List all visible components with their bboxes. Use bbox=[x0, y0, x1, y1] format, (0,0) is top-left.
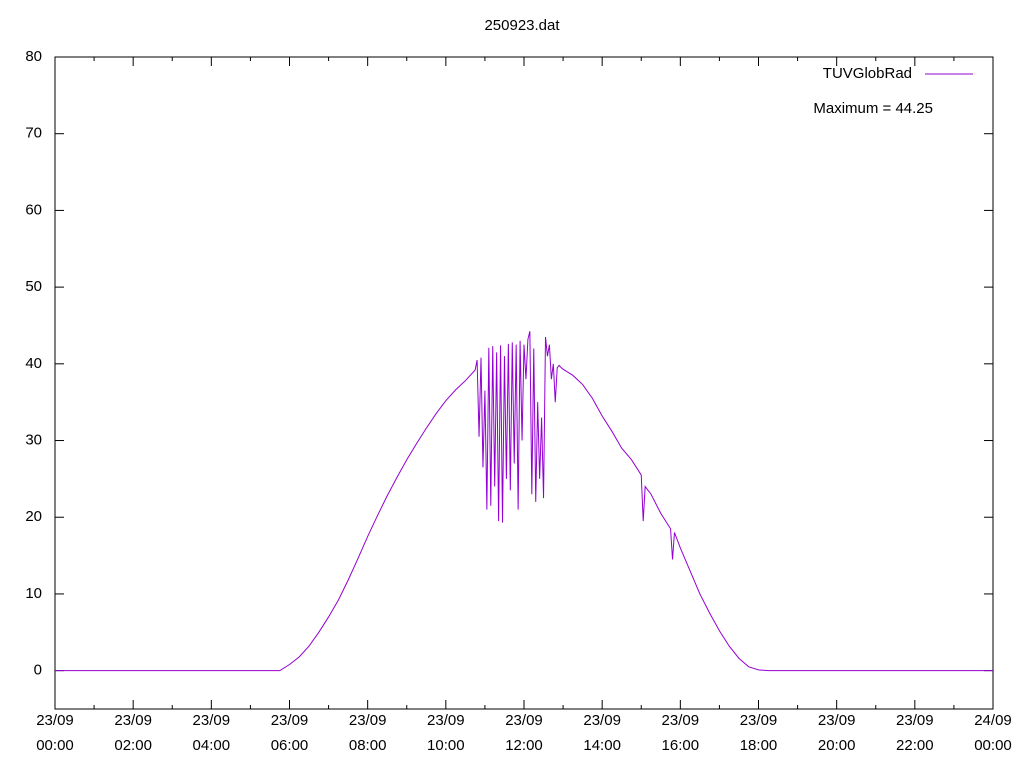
y-tick-label: 10 bbox=[25, 585, 42, 602]
y-tick-label: 70 bbox=[25, 125, 42, 142]
y-tick-label: 80 bbox=[25, 48, 42, 65]
x-tick-label: 23/09 14:00 bbox=[583, 712, 621, 754]
x-tick-label: 23/09 12:00 bbox=[505, 712, 543, 754]
x-tick-label: 23/09 04:00 bbox=[192, 712, 231, 754]
x-tick-label: 23/09 16:00 bbox=[661, 712, 700, 754]
plot-frame bbox=[54, 56, 994, 710]
x-tick-label: 23/09 22:00 bbox=[896, 712, 934, 754]
data-line bbox=[55, 331, 993, 672]
x-tick-label: 23/09 20:00 bbox=[817, 712, 856, 754]
legend-label: TUVGlobRad bbox=[823, 65, 912, 82]
y-tick-label: 30 bbox=[25, 431, 42, 448]
x-tick-label: 23/09 02:00 bbox=[114, 712, 152, 754]
y-tick-label: 0 bbox=[34, 662, 42, 679]
x-tick-label: 23/09 08:00 bbox=[348, 712, 387, 754]
x-tick-label: 23/09 10:00 bbox=[427, 712, 465, 754]
chart-title: 250923.dat bbox=[484, 17, 560, 34]
annotation: Maximum = 44.25 bbox=[813, 100, 933, 117]
x-tick-label: 24/09 00:00 bbox=[974, 712, 1012, 754]
x-tick-label: 23/09 06:00 bbox=[270, 712, 309, 754]
y-tick-label: 40 bbox=[25, 355, 42, 372]
y-tick-label: 50 bbox=[25, 278, 42, 295]
x-tick-label: 23/09 00:00 bbox=[36, 712, 74, 754]
y-tick-label: 20 bbox=[25, 508, 42, 525]
x-tick-label: 23/09 18:00 bbox=[739, 712, 778, 754]
y-tick-label: 60 bbox=[25, 201, 42, 218]
